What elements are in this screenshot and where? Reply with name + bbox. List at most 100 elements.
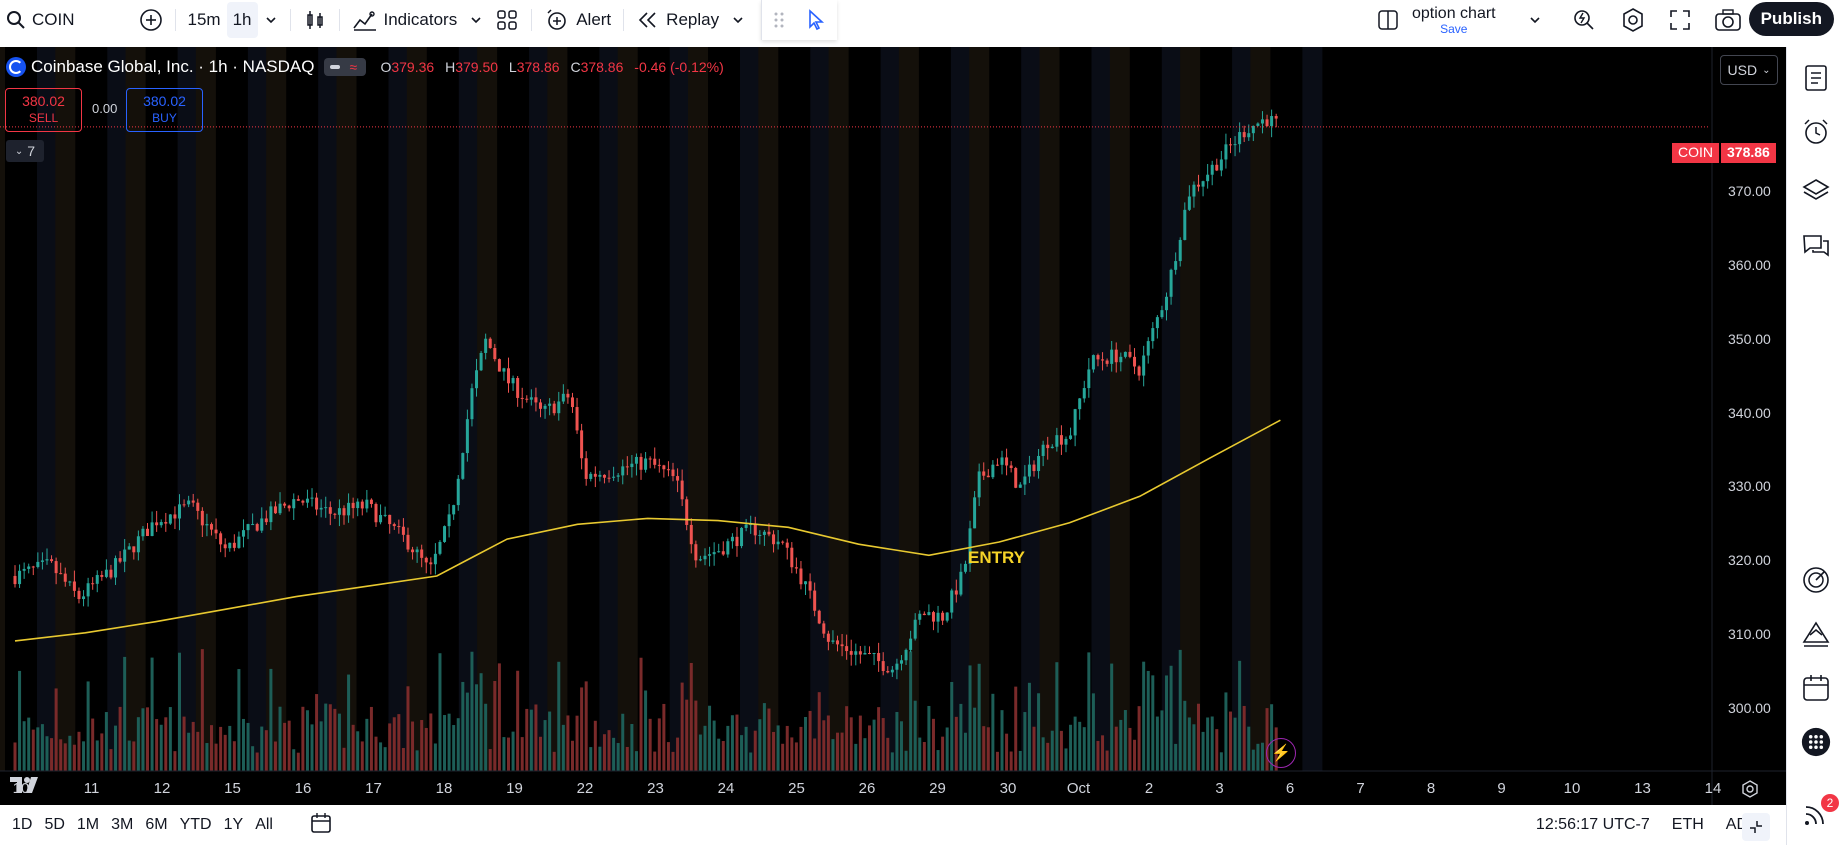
notifications-icon[interactable] <box>1801 799 1831 829</box>
volume-bar <box>54 688 58 771</box>
range-6m[interactable]: 6M <box>145 816 168 833</box>
volume-bar <box>1238 660 1242 771</box>
candle-body <box>744 524 748 528</box>
price-chart[interactable] <box>0 47 1786 805</box>
chart-type-button[interactable] <box>297 2 333 38</box>
range-1d[interactable]: 1D <box>12 816 33 833</box>
timeframe-1h[interactable]: 1h <box>226 2 258 38</box>
time-axis-settings-icon[interactable] <box>1740 779 1760 799</box>
save-link[interactable]: Save <box>1440 21 1468 36</box>
candle-body <box>863 652 867 655</box>
candle-body <box>1018 484 1022 488</box>
symbol-search[interactable]: COIN <box>0 2 81 38</box>
goto-date-button[interactable] <box>309 811 333 840</box>
high-value: 379.50 <box>455 59 499 75</box>
premarket-band <box>125 47 146 771</box>
candle-body <box>854 651 858 655</box>
cursor-arrow-icon[interactable] <box>806 9 826 31</box>
volume-bar <box>114 725 118 771</box>
date-range-selector: 1D 5D 1M 3M 6M YTD 1Y All <box>6 816 279 834</box>
layers-icon[interactable] <box>1801 175 1831 205</box>
clock-display[interactable]: 12:56:17 UTC-7 <box>1535 816 1650 833</box>
range-3m[interactable]: 3M <box>111 816 134 833</box>
indicators-button[interactable]: Indicators <box>346 2 464 38</box>
sell-button[interactable]: 380.02 SELL <box>5 88 82 132</box>
layout-name-button[interactable]: option chart Save <box>1406 2 1502 38</box>
range-ytd[interactable]: YTD <box>179 816 212 833</box>
chat-icon[interactable] <box>1801 231 1831 261</box>
range-1y[interactable]: 1Y <box>223 816 244 833</box>
replay-button[interactable]: Replay <box>630 2 725 38</box>
ideas-icon[interactable] <box>1801 619 1831 649</box>
buy-button[interactable]: 380.02 BUY <box>126 88 203 132</box>
volume-bar <box>689 662 693 771</box>
candle-body <box>557 401 561 414</box>
publish-button[interactable]: Publish <box>1748 2 1834 36</box>
candle-body <box>621 466 625 476</box>
timeframe-15m[interactable]: 15m <box>187 10 221 29</box>
layout-dropdown[interactable] <box>1522 2 1548 38</box>
volume-bar <box>566 715 570 771</box>
candle-body <box>612 476 616 478</box>
candle-body <box>1069 435 1073 439</box>
candle-body <box>849 651 853 655</box>
candle-body <box>639 456 643 470</box>
volume-bar <box>776 725 780 771</box>
layout-toggle-button[interactable] <box>1370 2 1406 38</box>
session-toggle[interactable]: ETH <box>1671 816 1704 833</box>
range-all[interactable]: All <box>255 816 273 833</box>
grid-icon <box>497 10 517 30</box>
alert-button[interactable]: Alert <box>538 2 617 38</box>
range-5d[interactable]: 5D <box>44 816 65 833</box>
volume-bar <box>1197 703 1201 771</box>
volume-bar <box>630 724 634 771</box>
candle-body <box>973 497 977 529</box>
camera-icon <box>1715 9 1741 31</box>
target-icon[interactable] <box>1801 565 1831 595</box>
snapshot-button[interactable] <box>1708 2 1748 38</box>
quick-search-button[interactable] <box>1566 2 1602 38</box>
fullscreen-button[interactable] <box>1662 2 1698 38</box>
settings-button[interactable] <box>1614 2 1652 38</box>
products-grid-icon[interactable] <box>1801 727 1831 757</box>
volume-bar <box>881 718 885 771</box>
volume-bar <box>685 699 689 771</box>
timeframe-dropdown[interactable] <box>258 2 284 38</box>
volume-bar <box>826 715 830 771</box>
candle-body <box>794 567 798 569</box>
volume-bar <box>1110 663 1114 771</box>
chart-pane[interactable]: Coinbase Global, Inc. · 1h · NASDAQ ≈ O3… <box>0 47 1786 805</box>
collapse-panel-icon[interactable] <box>1742 813 1770 841</box>
compare-symbol-button[interactable] <box>133 2 169 38</box>
currency-selector[interactable]: USD ⌄ <box>1720 55 1778 85</box>
entry-annotation[interactable]: ENTRY <box>968 548 1025 567</box>
premarket-band <box>969 47 990 771</box>
volume-bar <box>1224 692 1228 771</box>
indicators-collapse-toggle[interactable]: ⌄ 7 <box>6 140 44 162</box>
range-1m[interactable]: 1M <box>76 816 100 833</box>
alarm-clock-icon[interactable] <box>1801 117 1831 147</box>
volume-bar <box>1187 717 1191 771</box>
calendar-icon[interactable] <box>1801 673 1831 703</box>
rewind-icon <box>639 12 656 28</box>
candle-body <box>173 514 177 519</box>
volume-bar <box>753 730 757 771</box>
candle-body <box>246 524 250 531</box>
magic-lightning-icon[interactable]: ⚡ <box>1266 738 1296 768</box>
drag-handle-icon[interactable] <box>773 11 785 29</box>
volume-bar <box>507 737 511 771</box>
postmarket-band <box>107 47 128 771</box>
replay-dropdown[interactable] <box>725 2 751 38</box>
watchlist-icon[interactable] <box>1801 63 1831 93</box>
date-tick-label: 2 <box>1144 780 1154 797</box>
postmarket-band <box>1161 47 1182 771</box>
volume-bar <box>324 703 328 771</box>
candle-body <box>817 610 821 624</box>
indicators-dropdown[interactable] <box>463 2 489 38</box>
templates-button[interactable] <box>489 2 525 38</box>
legend-title[interactable]: Coinbase Global, Inc. · 1h · NASDAQ <box>31 57 315 76</box>
volume-bar <box>1096 740 1100 771</box>
volume-bar <box>877 707 881 771</box>
candle-body <box>625 466 629 468</box>
visibility-toggle[interactable]: ≈ <box>324 58 367 76</box>
